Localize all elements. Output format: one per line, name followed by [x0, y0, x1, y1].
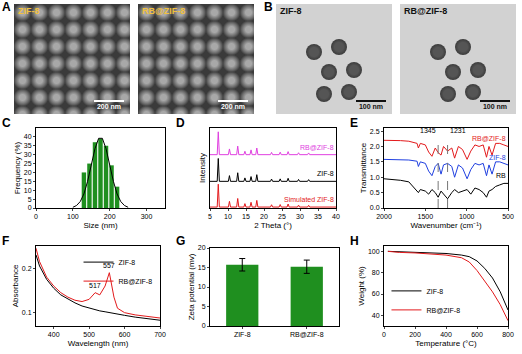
svg-text:10: 10	[198, 283, 206, 290]
svg-text:25: 25	[24, 160, 32, 167]
svg-text:RB@ZIF-8: RB@ZIF-8	[426, 307, 460, 314]
svg-text:500: 500	[502, 213, 514, 220]
svg-text:30: 30	[296, 213, 304, 220]
html-text:C: C	[2, 116, 11, 130]
svg-text:10: 10	[224, 213, 232, 220]
svg-text:40: 40	[372, 312, 380, 319]
svg-text:1345: 1345	[420, 127, 436, 134]
html-text:RB@ZIF-8: RB@ZIF-8	[142, 6, 186, 16]
svg-text:0.2: 0.2	[22, 265, 32, 272]
svg-text:RB@ZIF-8: RB@ZIF-8	[472, 135, 506, 142]
svg-text:15: 15	[198, 264, 206, 271]
svg-text:5: 5	[208, 213, 212, 220]
svg-text:15: 15	[242, 213, 250, 220]
svg-text:0: 0	[34, 213, 38, 220]
svg-text:Wavelength (nm): Wavelength (nm)	[68, 339, 129, 348]
html-text:200 nm: 200 nm	[96, 103, 122, 110]
svg-text:300: 300	[141, 213, 153, 220]
svg-text:0: 0	[28, 204, 32, 211]
svg-text:517: 517	[89, 282, 101, 289]
svg-text:80: 80	[372, 269, 380, 276]
svg-text:40: 40	[24, 133, 32, 140]
svg-text:Zeta potential (mv): Zeta potential (mv)	[187, 253, 196, 320]
svg-text:Wavenumber (cm⁻¹): Wavenumber (cm⁻¹)	[410, 221, 481, 230]
svg-text:2.5: 2.5	[370, 128, 380, 135]
svg-text:2 Theta (°): 2 Theta (°)	[254, 221, 292, 230]
svg-text:800: 800	[502, 331, 514, 338]
svg-text:35: 35	[24, 142, 32, 149]
svg-text:2000: 2000	[376, 213, 392, 220]
svg-text:Frequency (%): Frequency (%)	[13, 141, 22, 194]
html-text:ZIF-8: ZIF-8	[18, 6, 40, 16]
svg-text:Weight (%): Weight (%)	[357, 266, 366, 306]
html-text:H: H	[350, 234, 359, 248]
svg-text:100: 100	[368, 248, 380, 255]
svg-text:0.5: 0.5	[370, 189, 380, 196]
html-text:200 nm: 200 nm	[220, 103, 246, 110]
svg-text:20: 20	[198, 244, 206, 251]
svg-text:ZIF-8: ZIF-8	[119, 259, 136, 266]
svg-text:5: 5	[202, 303, 206, 310]
svg-text:2.0: 2.0	[370, 143, 380, 150]
svg-text:400: 400	[48, 331, 60, 338]
svg-text:RB: RB	[496, 172, 506, 179]
html-text:ZIF-8: ZIF-8	[280, 6, 302, 16]
svg-text:RB@ZIF-8: RB@ZIF-8	[119, 278, 153, 285]
svg-text:1500: 1500	[418, 213, 434, 220]
svg-text:35: 35	[314, 213, 322, 220]
svg-text:Intensity: Intensity	[198, 153, 207, 183]
svg-text:Size (nm): Size (nm)	[83, 221, 118, 230]
svg-text:10: 10	[24, 187, 32, 194]
html-text:100 nm: 100 nm	[358, 103, 384, 110]
svg-text:20: 20	[260, 213, 268, 220]
svg-text:400: 400	[440, 331, 452, 338]
svg-text:0: 0	[382, 331, 386, 338]
svg-text:40: 40	[332, 213, 340, 220]
svg-text:0.1: 0.1	[22, 309, 32, 316]
html-text:D: D	[176, 116, 185, 130]
svg-text:ZIF-8: ZIF-8	[234, 331, 251, 338]
html-text:100 nm: 100 nm	[482, 103, 508, 110]
svg-text:500: 500	[83, 331, 95, 338]
svg-text:1231: 1231	[450, 127, 466, 134]
html-text:G: G	[176, 234, 186, 248]
svg-text:600: 600	[119, 331, 131, 338]
html-text:F: F	[2, 234, 10, 248]
svg-text:100: 100	[67, 213, 79, 220]
svg-text:Simulated ZIF-8: Simulated ZIF-8	[284, 196, 334, 203]
html-text:B: B	[264, 0, 273, 14]
svg-text:RB@ZIF-8: RB@ZIF-8	[290, 331, 324, 338]
svg-text:700: 700	[154, 331, 166, 338]
svg-text:Temperature (°C): Temperature (°C)	[415, 339, 477, 348]
svg-text:1.5: 1.5	[370, 158, 380, 165]
html-text:A: A	[2, 0, 11, 14]
svg-text:200: 200	[409, 331, 421, 338]
html-text:E: E	[350, 116, 358, 130]
svg-text:15: 15	[24, 178, 32, 185]
svg-text:600: 600	[471, 331, 483, 338]
svg-text:ZIF-8: ZIF-8	[489, 154, 506, 161]
svg-text:20: 20	[24, 169, 32, 176]
svg-text:5: 5	[28, 196, 32, 203]
svg-text:Transmittance: Transmittance	[359, 142, 368, 193]
svg-text:60: 60	[372, 290, 380, 297]
svg-text:0.0: 0.0	[370, 204, 380, 211]
svg-text:RB@ZIF-8: RB@ZIF-8	[300, 144, 334, 151]
svg-text:1.0: 1.0	[370, 174, 380, 181]
html-text:RB@ZIF-8: RB@ZIF-8	[404, 6, 448, 16]
svg-text:30: 30	[24, 151, 32, 158]
svg-text:200: 200	[104, 213, 116, 220]
svg-text:Absorbance: Absorbance	[11, 264, 20, 307]
svg-text:0: 0	[202, 322, 206, 329]
svg-text:25: 25	[278, 213, 286, 220]
svg-text:ZIF-8: ZIF-8	[317, 170, 334, 177]
svg-text:557: 557	[103, 262, 115, 269]
svg-text:ZIF-8: ZIF-8	[426, 288, 443, 295]
svg-text:1000: 1000	[459, 213, 475, 220]
